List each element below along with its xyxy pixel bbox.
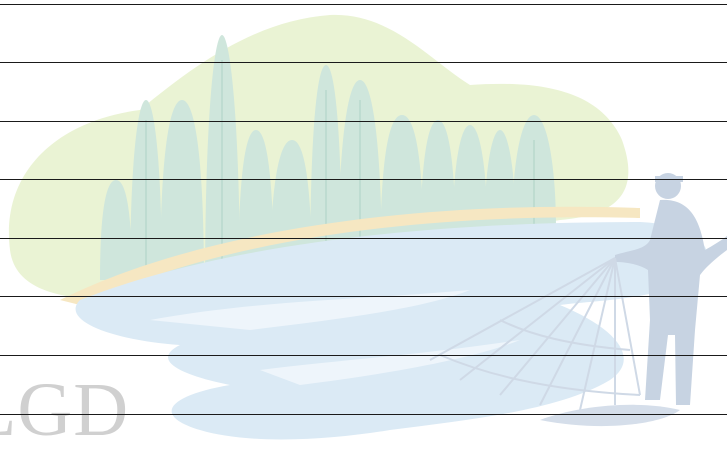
ruled-line <box>0 355 727 356</box>
ruled-line <box>0 4 727 5</box>
fishing-net <box>429 257 641 411</box>
ruled-line <box>0 121 727 122</box>
net-shadow <box>540 404 680 427</box>
ruled-line <box>0 62 727 63</box>
river-highlight <box>150 290 470 330</box>
riverbank-band <box>60 206 640 305</box>
watermark-logo-text: LGD <box>0 368 130 452</box>
ruled-line <box>0 414 727 415</box>
ruled-line <box>0 179 727 180</box>
ruled-line <box>0 238 727 239</box>
ruled-line <box>0 296 727 297</box>
